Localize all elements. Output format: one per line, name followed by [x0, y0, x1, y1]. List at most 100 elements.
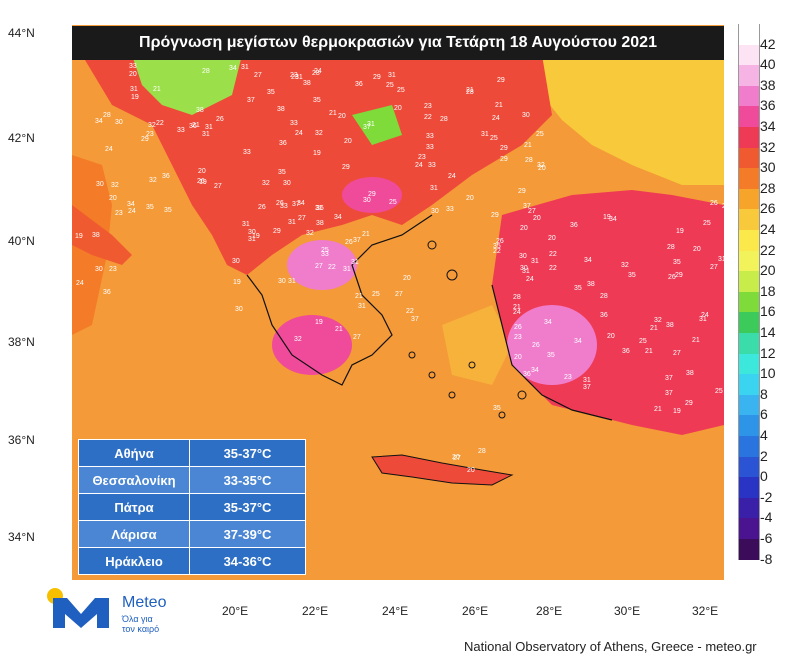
city-row: Αθήνα 35-37°C	[78, 439, 306, 467]
colorbar-swatch	[738, 539, 760, 560]
temperature-value: 27	[254, 72, 262, 79]
temperature-value: 28	[312, 70, 320, 77]
temperature-value: 24	[701, 312, 709, 319]
temperature-value: 35	[547, 352, 555, 359]
colorbar-swatch	[738, 415, 760, 436]
temperature-value: 37	[353, 237, 361, 244]
temperature-value: 26	[276, 200, 284, 207]
lat-label-40: 40°N	[8, 234, 35, 248]
temperature-value: 34	[334, 214, 342, 221]
lon-label-20: 20°E	[222, 604, 249, 618]
temperature-value: 37	[583, 384, 591, 391]
temperature-value: 36	[103, 289, 111, 296]
colorbar-label: 10	[760, 365, 776, 382]
lon-label-32: 32°E	[692, 604, 719, 618]
temperature-value: 31	[288, 219, 296, 226]
lat-label-38: 38°N	[8, 335, 35, 349]
temperature-value: 29	[368, 191, 376, 198]
colorbar-swatch	[738, 188, 760, 210]
temperature-value: 27	[315, 263, 323, 270]
temperature-value: 36	[316, 205, 324, 212]
colorbar-label: 8	[760, 385, 768, 402]
temperature-value: 25	[389, 199, 397, 206]
colorbar-swatch	[738, 127, 760, 148]
temperature-value: 31	[242, 221, 250, 228]
temperature-value: 30	[115, 119, 123, 126]
colorbar-swatch	[738, 477, 760, 498]
temperature-value: 30	[278, 278, 286, 285]
colorbar-label: -8	[760, 550, 773, 567]
temperature-value: 22	[493, 248, 501, 255]
colorbar-swatch	[738, 333, 760, 354]
temperature-value: 31	[367, 121, 375, 128]
colorbar-swatch	[738, 374, 760, 395]
city-name: Αθήνα	[78, 439, 190, 467]
temperature-value: 36	[570, 222, 578, 229]
temperature-value: 36	[523, 371, 531, 378]
lon-label-28: 28°E	[536, 604, 563, 618]
temperature-value: 28	[202, 68, 210, 75]
temperature-value: 38	[686, 370, 694, 377]
temperature-value: 33	[280, 203, 288, 210]
temperature-value: 31	[130, 86, 138, 93]
temperature-value: 35	[267, 89, 275, 96]
temperature-value: 30	[283, 180, 291, 187]
temperature-value: 19	[131, 94, 139, 101]
temperature-value: 29	[491, 212, 499, 219]
colorbar-label: 24	[760, 221, 776, 237]
temperature-value: 26	[710, 200, 718, 207]
temperature-value: 36	[162, 173, 170, 180]
temperature-value: 35	[313, 97, 321, 104]
logo-tagline-line2: τον καιρό	[122, 624, 160, 634]
temperature-value: 37	[411, 316, 419, 323]
temperature-value: 32	[621, 262, 629, 269]
temperature-value: 26	[514, 324, 522, 331]
temperature-value: 31	[718, 256, 724, 263]
temperature-value: 37	[665, 375, 673, 382]
temperature-value: 19	[199, 179, 207, 186]
temperature-value: 29	[273, 228, 281, 235]
temperature-value: 26	[532, 342, 540, 349]
temperature-value: 35	[164, 207, 172, 214]
city-name: Πάτρα	[78, 493, 190, 521]
temperature-value: 30	[519, 253, 527, 260]
temperature-value: 20	[514, 354, 522, 361]
colorbar-swatch	[738, 353, 760, 375]
colorbar-label: 18	[760, 282, 776, 299]
crete-island	[371, 454, 514, 486]
temperature-value: 21	[654, 406, 662, 413]
temperature-value: 30	[96, 181, 104, 188]
temperature-value: 27	[673, 350, 681, 357]
temperature-value: 19	[252, 233, 260, 240]
colorbar-label: 38	[760, 76, 776, 93]
temperature-value: 33	[243, 149, 251, 156]
temperature-value: 21	[524, 142, 532, 149]
colorbar-label: -2	[760, 488, 773, 505]
city-name: Θεσσαλονίκη	[78, 466, 190, 494]
colorbar-swatch	[738, 147, 760, 169]
temperature-value: 31	[522, 268, 530, 275]
aegean-cool-area	[442, 305, 512, 385]
temperature-value: 27	[528, 208, 536, 215]
colorbar-label: 42	[760, 35, 776, 52]
temperature-value: 31	[248, 236, 256, 243]
temperature-value: 23	[514, 334, 522, 341]
temperature-value: 24	[492, 115, 500, 122]
colorbar-label: -4	[760, 509, 773, 526]
temperature-value: 33	[428, 162, 436, 169]
colorbar-swatch	[738, 271, 760, 292]
temperature-value: 19	[233, 279, 241, 286]
temperature-value: 21	[362, 231, 370, 238]
temperature-value: 38	[316, 220, 324, 227]
temperature-value: 29	[518, 188, 526, 195]
temperature-value: 32	[111, 182, 119, 189]
temperature-value: 34	[609, 216, 617, 223]
temperature-value: 20	[607, 333, 615, 340]
temperature-value: 20	[693, 246, 701, 253]
temperature-value: 28	[478, 448, 486, 455]
temperature-value: 20	[520, 225, 528, 232]
temperature-value: 23	[146, 131, 154, 138]
temperature-value: 21	[335, 326, 343, 333]
temperature-value: 27	[710, 264, 718, 271]
